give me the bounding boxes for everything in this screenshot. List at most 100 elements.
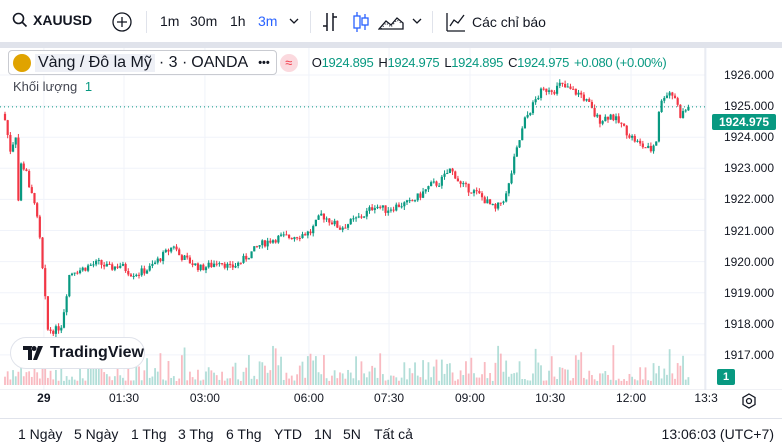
chevron-down-icon[interactable] <box>289 17 299 25</box>
candle-body <box>497 202 500 209</box>
candle-body <box>293 237 296 240</box>
candle-body <box>215 263 218 265</box>
candle-body <box>424 189 427 192</box>
volume-bar <box>333 370 336 385</box>
range-1-month[interactable]: 1 Thg <box>131 426 167 442</box>
volume-bar <box>167 360 170 385</box>
candle-body <box>537 97 540 100</box>
volume-bar <box>671 373 674 385</box>
volume-bar <box>344 378 347 385</box>
candle-body <box>62 312 66 328</box>
volume-bar <box>376 377 379 385</box>
interval-30m[interactable]: 30m <box>190 13 218 29</box>
candles-icon[interactable] <box>352 11 370 33</box>
range-1-day[interactable]: 1 Ngày <box>18 426 63 442</box>
candle-body <box>639 140 642 144</box>
volume-bar <box>6 371 9 385</box>
clock[interactable]: 13:06:03 (UTC+7) <box>661 426 774 442</box>
time-tick-label: 12:00 <box>616 391 647 405</box>
candle-body <box>397 204 401 207</box>
series-legend[interactable]: Vàng / Đô la Mỹ · 3 · OANDA ••• <box>8 50 277 75</box>
volume-bar <box>486 378 489 385</box>
candle-body <box>572 88 575 90</box>
volume-bar <box>617 378 620 385</box>
candle-body <box>636 140 639 142</box>
volume-bar <box>368 371 371 385</box>
tradingview-logo[interactable]: TradingView <box>10 337 145 369</box>
candle-body <box>41 237 44 269</box>
candle-body <box>170 247 173 252</box>
volume-bar <box>320 374 323 385</box>
candle-body <box>564 83 567 88</box>
volume-bar <box>668 349 671 385</box>
volume-bar <box>247 355 250 385</box>
candle-body <box>574 88 577 95</box>
volume-bar <box>229 378 232 385</box>
volume-bar <box>574 355 577 385</box>
volume-bar <box>473 373 475 385</box>
market-status-icon[interactable]: ≈ <box>279 53 298 72</box>
range-ytd[interactable]: YTD <box>274 426 302 442</box>
volume-bar <box>183 347 186 385</box>
area-chart-icon[interactable] <box>378 13 404 31</box>
volume-bar <box>430 377 433 385</box>
candle-body <box>641 143 644 148</box>
time-tick-label: 07:30 <box>374 391 405 405</box>
volume-bar <box>328 380 331 385</box>
volume-bar <box>103 372 106 385</box>
volume-bar <box>556 379 558 385</box>
indicators-button[interactable]: Các chỉ báo <box>446 12 546 32</box>
candle-body <box>336 220 339 228</box>
range-6-months[interactable]: 6 Thg <box>226 426 262 442</box>
settings-icon[interactable] <box>740 392 758 410</box>
interval-1h[interactable]: 1h <box>230 13 246 29</box>
range-5-days[interactable]: 5 Ngày <box>74 426 119 442</box>
volume-bar <box>65 376 68 385</box>
range-all[interactable]: Tất cả <box>374 426 413 442</box>
candle-body <box>582 94 585 101</box>
volume-bar <box>30 376 33 385</box>
candle-body <box>95 260 98 265</box>
volume-bar <box>408 368 411 385</box>
candle-body <box>253 246 256 252</box>
range-5-years[interactable]: 5N <box>343 426 361 442</box>
volume-bar <box>180 355 183 385</box>
volume-bar <box>432 366 435 385</box>
range-1-year[interactable]: 1N <box>314 426 332 442</box>
candle-body <box>68 275 71 297</box>
volume-legend[interactable]: Khối lượng 1 <box>13 79 92 94</box>
more-options-icon[interactable]: ••• <box>258 56 270 69</box>
candle-body <box>673 95 677 99</box>
symbol-search[interactable]: XAUUSD <box>12 12 92 28</box>
candle-body <box>432 181 435 183</box>
volume-bar <box>636 380 639 385</box>
candle-body <box>239 262 242 264</box>
candle-body <box>86 265 90 271</box>
volume-bar <box>146 358 148 385</box>
volume-bar <box>510 373 513 385</box>
volume-bar <box>515 372 518 385</box>
interval-3m[interactable]: 3m <box>258 13 278 29</box>
volume-bar <box>14 376 17 385</box>
candle-body <box>103 264 106 267</box>
volume-bar <box>524 379 526 385</box>
candle-body <box>668 92 671 96</box>
price-tick-label: 1926.000 <box>723 68 774 82</box>
chevron-down-icon[interactable] <box>412 17 422 25</box>
bars-icon[interactable] <box>322 12 338 32</box>
candle-body <box>124 263 127 272</box>
candle-body <box>526 114 529 118</box>
volume-bar <box>325 378 328 385</box>
add-symbol-icon[interactable] <box>112 12 132 32</box>
volume-bar <box>223 380 226 385</box>
range-3-months[interactable]: 3 Thg <box>178 426 214 442</box>
candle-body <box>54 326 58 334</box>
candle-body <box>376 206 379 209</box>
candle-body <box>309 231 312 234</box>
candle-body <box>6 120 9 135</box>
candle-body <box>470 192 473 194</box>
price-chart[interactable] <box>0 48 782 390</box>
candle-body <box>491 204 494 206</box>
volume-bar <box>215 375 218 385</box>
interval-1m[interactable]: 1m <box>160 13 180 29</box>
